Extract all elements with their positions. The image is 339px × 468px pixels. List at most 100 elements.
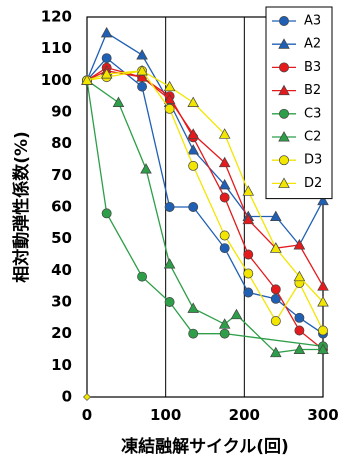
data-point-a3 bbox=[243, 287, 254, 298]
data-point-d3 bbox=[164, 103, 175, 114]
y-tick-label: 80 bbox=[51, 134, 72, 152]
data-point-a2 bbox=[270, 210, 282, 222]
y-tick-label: 50 bbox=[51, 229, 72, 247]
data-point-d3 bbox=[188, 160, 199, 171]
data-point-d2 bbox=[81, 74, 93, 85]
data-point-b2 bbox=[242, 213, 255, 225]
data-point-c3 bbox=[164, 297, 175, 307]
x-tick-label: 200 bbox=[229, 406, 260, 424]
x-tick-labels: 0 100 200 300 bbox=[82, 406, 339, 424]
y-tick-label: 40 bbox=[51, 261, 72, 279]
legend-item-d3: D3 bbox=[272, 153, 322, 168]
legend: A3 A2 B3 B2 C3 C2 D3 D2 bbox=[265, 6, 333, 200]
data-point-d2 bbox=[136, 64, 148, 76]
data-point-c3 bbox=[188, 328, 199, 339]
data-point-a2 bbox=[218, 178, 231, 190]
legend-item-d2: D2 bbox=[272, 176, 322, 191]
y-tick-labels: 0 10 20 30 40 50 60 70 80 90 100 110 120 bbox=[41, 8, 72, 406]
x-axis-title: 凍結融解サイクル(回) bbox=[121, 436, 289, 457]
legend-label: B3 bbox=[304, 60, 321, 75]
data-point-a2 bbox=[187, 144, 199, 155]
series-c2 bbox=[81, 74, 329, 358]
y-tick-label: 30 bbox=[51, 293, 72, 311]
legend-item-c3: C3 bbox=[272, 106, 321, 121]
data-point-b2 bbox=[218, 156, 231, 168]
x-tick-label: 0 bbox=[82, 406, 92, 424]
plot-area-frame bbox=[86, 16, 324, 398]
data-point-c2 bbox=[230, 308, 243, 320]
legend-swatch-marker bbox=[278, 84, 290, 96]
data-point-c3 bbox=[219, 328, 230, 339]
data-point-b2 bbox=[136, 71, 148, 82]
y-axis-title: 相対動弾性係数(%) bbox=[11, 131, 32, 283]
data-point-c2 bbox=[112, 96, 125, 108]
data-point-d2 bbox=[163, 80, 176, 92]
data-point-c3 bbox=[101, 208, 112, 219]
data-point-c2 bbox=[317, 343, 329, 355]
legend-label: A3 bbox=[304, 14, 321, 29]
series-line-d2 bbox=[86, 70, 324, 303]
y-tick-label: 110 bbox=[41, 39, 72, 57]
data-point-a2 bbox=[317, 194, 329, 206]
legend-label: C2 bbox=[304, 130, 321, 145]
data-point-d3 bbox=[243, 268, 254, 279]
legend-item-b3: B3 bbox=[272, 60, 321, 75]
legend-swatch-marker bbox=[278, 177, 290, 188]
series-line-d3 bbox=[86, 70, 324, 331]
data-point-c2 bbox=[163, 258, 176, 269]
y-tick-label: 10 bbox=[51, 356, 72, 374]
data-point-d2 bbox=[100, 68, 113, 79]
data-point-c2 bbox=[187, 302, 199, 313]
legend-swatch-marker bbox=[279, 155, 289, 166]
legend-swatch-marker bbox=[279, 108, 289, 119]
data-point-d2 bbox=[187, 96, 199, 108]
legend-item-b2: B2 bbox=[272, 83, 321, 98]
data-point-c2 bbox=[293, 343, 306, 355]
data-point-b2 bbox=[163, 93, 176, 104]
y-tick-label: 60 bbox=[51, 198, 72, 216]
data-point-b3 bbox=[243, 249, 254, 260]
legend-swatch-marker bbox=[278, 131, 290, 142]
x-tick-label: 300 bbox=[307, 406, 338, 424]
legend-swatch-marker bbox=[278, 38, 290, 49]
data-point-d3 bbox=[270, 316, 281, 326]
data-point-d3 bbox=[318, 325, 328, 336]
legend-label: C3 bbox=[304, 106, 321, 121]
data-point-a3 bbox=[219, 243, 230, 254]
legend-frame bbox=[265, 6, 333, 200]
series-line-c2 bbox=[86, 79, 323, 354]
data-point-a3 bbox=[137, 81, 148, 92]
data-point-a2 bbox=[136, 49, 148, 60]
data-point-c2 bbox=[218, 318, 231, 329]
y-tick-label: 120 bbox=[41, 8, 72, 26]
legend-swatch-marker bbox=[279, 62, 289, 73]
data-point-a2 bbox=[100, 26, 113, 38]
y-tick-label: 0 bbox=[62, 388, 72, 406]
x-tick-label: 100 bbox=[150, 406, 181, 424]
legend-label: B2 bbox=[304, 83, 321, 98]
data-point-c3 bbox=[137, 271, 148, 282]
data-point-a3 bbox=[188, 202, 199, 212]
data-point-b3 bbox=[219, 192, 230, 203]
data-point-d2 bbox=[293, 270, 306, 282]
y-tick-label: 70 bbox=[51, 166, 72, 184]
legend-label: D3 bbox=[304, 153, 322, 168]
data-point-a3 bbox=[101, 53, 112, 64]
y-tick-label: 100 bbox=[41, 71, 72, 89]
legend-swatch-marker bbox=[279, 16, 289, 26]
data-point-b3 bbox=[294, 325, 305, 336]
series-d2 bbox=[81, 64, 329, 307]
data-point-c2 bbox=[270, 346, 282, 358]
legend-item-a3: A3 bbox=[272, 14, 321, 29]
annotation-marker bbox=[83, 393, 91, 401]
data-point-b3 bbox=[270, 284, 281, 295]
y-tick-label: 90 bbox=[51, 103, 72, 121]
data-point-b2 bbox=[293, 239, 306, 250]
data-point-b2 bbox=[187, 128, 199, 139]
legend-label: D2 bbox=[304, 176, 322, 191]
legend-item-c2: C2 bbox=[272, 130, 321, 145]
y-tick-label: 20 bbox=[51, 324, 72, 342]
data-point-c2 bbox=[140, 163, 152, 174]
series-layer bbox=[81, 26, 329, 401]
